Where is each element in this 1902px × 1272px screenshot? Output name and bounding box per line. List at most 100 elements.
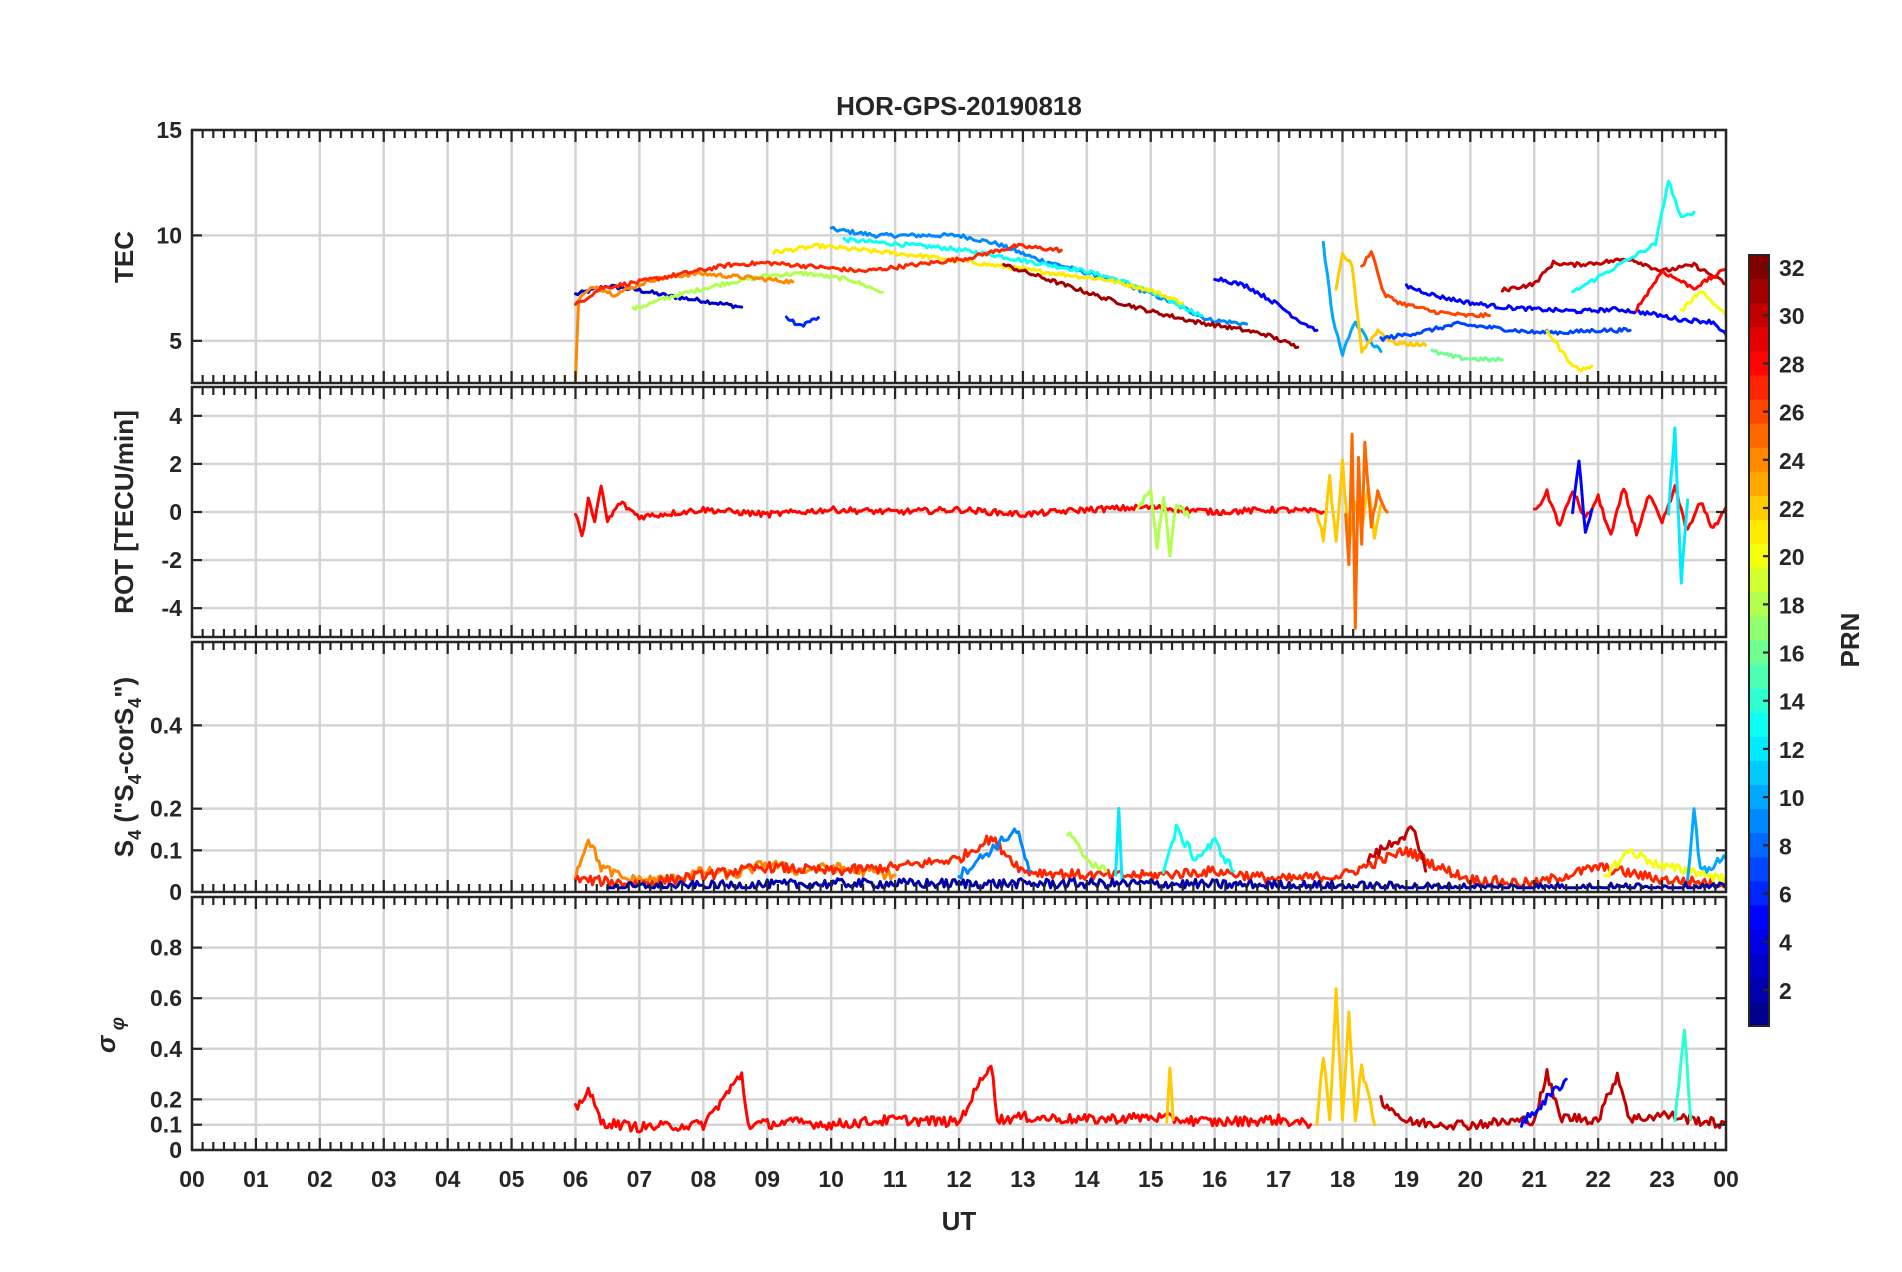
prn-trace <box>1066 831 1108 873</box>
colorbar-band <box>1749 544 1769 570</box>
prn-trace <box>574 1064 1312 1134</box>
colorbar-tick-label: 18 <box>1779 592 1805 618</box>
colorbar-band <box>1749 640 1769 666</box>
y-tick-label: 0.2 <box>150 1086 182 1112</box>
x-tick-label: 03 <box>371 1166 397 1192</box>
prn-trace <box>1344 432 1389 630</box>
prn-trace <box>1667 426 1690 585</box>
panel-rot-grid: -4 -2 0 2 4 <box>162 387 1726 637</box>
x-tick-label: 14 <box>1074 1166 1100 1192</box>
prn-trace <box>1379 320 1632 342</box>
panel-sigma-phi-grid: 00.10.2 0.4 0.6 0.8 <box>150 897 1726 1163</box>
prn-trace <box>1379 1068 1726 1131</box>
prn-trace <box>1334 252 1428 354</box>
colorbar-band <box>1749 857 1769 883</box>
prn-trace <box>1520 1077 1568 1128</box>
x-tick-label: 02 <box>307 1166 333 1192</box>
prn-trace <box>574 484 1325 538</box>
prn-trace <box>1114 807 1124 881</box>
colorbar-band <box>1749 495 1769 521</box>
colorbar-band <box>1749 905 1769 931</box>
panel-rot-frame <box>190 385 1728 639</box>
x-tick-label: 11 <box>883 1166 908 1192</box>
panel-tec-frame <box>190 128 1728 385</box>
y-tick-label: 0.1 <box>150 1112 182 1138</box>
x-tick-label: 09 <box>754 1166 780 1192</box>
colorbar-band <box>1749 399 1769 425</box>
y-tick-label: -2 <box>162 547 182 573</box>
prn-trace <box>1315 987 1376 1127</box>
prn-trace <box>574 270 795 381</box>
panel-rot-traces <box>574 426 1726 630</box>
prn-trace <box>1532 484 1726 537</box>
y-tick-label: 0.4 <box>150 712 182 738</box>
x-tick-label: 05 <box>499 1166 525 1192</box>
prn-trace <box>1635 267 1726 313</box>
colorbar-tick-label: 14 <box>1779 689 1805 715</box>
colorbar-band <box>1749 375 1769 401</box>
colorbar-band <box>1749 760 1769 786</box>
y-tick-label: 0.2 <box>150 796 182 822</box>
s4-y-axis-label: S4 ("S4-corS4") <box>109 677 145 857</box>
y-tick-label: 0.1 <box>150 837 182 863</box>
colorbar-band <box>1749 592 1769 618</box>
prn-trace <box>1360 250 1491 319</box>
y-tick-label: 0.4 <box>150 1036 182 1062</box>
colorbar-tick-label: 20 <box>1779 544 1805 570</box>
panel-s4-frame <box>190 640 1728 894</box>
x-tick-label: 19 <box>1394 1166 1420 1192</box>
colorbar-band <box>1749 255 1769 280</box>
colorbar-band <box>1749 1001 1769 1027</box>
colorbar-band <box>1749 327 1769 353</box>
x-tick-label: 17 <box>1266 1166 1292 1192</box>
colorbar-tick-label: 10 <box>1779 785 1805 811</box>
x-axis-tick-labels: 00 01 02 03 04 05 06 07 08 09 10 11 12 13 14 15 16 17 18 19… <box>179 1166 1739 1192</box>
prn-trace <box>784 315 820 328</box>
prn-trace <box>1321 240 1383 357</box>
prn-trace <box>1500 257 1726 293</box>
colorbar-tick-label: 6 <box>1779 881 1792 907</box>
y-tick-label: 10 <box>156 222 182 248</box>
colorbar-band <box>1749 616 1769 642</box>
colorbar-band <box>1749 520 1769 545</box>
colorbar-band <box>1749 736 1769 762</box>
colorbar-tick-label: 26 <box>1779 400 1805 426</box>
y-tick-label: 4 <box>169 403 182 429</box>
rot-y-axis-label: ROT [TECU/min] <box>109 410 139 614</box>
colorbar-band <box>1749 279 1769 304</box>
colorbar-tick-label: 8 <box>1779 833 1792 859</box>
prn-trace <box>1679 290 1726 317</box>
x-tick-label: 00 <box>1713 1166 1739 1192</box>
colorbar-gradient <box>1748 254 1770 1027</box>
panel-sigma-phi: 00.10.2 0.4 0.6 0.8 σ φ <box>91 895 1728 1163</box>
prn-trace <box>1162 823 1236 874</box>
colorbar-band <box>1749 423 1769 449</box>
y-tick-label: 0 <box>169 1137 182 1163</box>
colorbar-tick-label: 12 <box>1779 737 1805 763</box>
panel-sigma-phi-frame <box>190 895 1728 1152</box>
y-tick-label: 0 <box>169 879 182 905</box>
colorbar-tick-label: 4 <box>1779 930 1792 956</box>
colorbar-tick-label: 30 <box>1779 303 1805 329</box>
x-tick-label: 16 <box>1202 1166 1228 1192</box>
colorbar-label: PRN <box>1835 613 1865 668</box>
colorbar-tick-label: 16 <box>1779 641 1805 667</box>
x-tick-label: 22 <box>1585 1166 1611 1192</box>
colorbar-band <box>1749 833 1769 859</box>
prn-trace <box>1603 848 1726 885</box>
x-tick-label: 21 <box>1521 1166 1547 1192</box>
y-tick-label: 15 <box>156 117 182 143</box>
x-tick-label: 18 <box>1330 1166 1356 1192</box>
panel-tec: 5 10 15 TEC <box>109 117 1728 385</box>
panel-tec-traces <box>574 179 1726 381</box>
prn-trace <box>1673 1028 1693 1123</box>
prn-trace <box>1213 276 1319 333</box>
colorbar-band <box>1749 809 1769 835</box>
x-tick-label: 06 <box>563 1166 589 1192</box>
colorbar-band <box>1749 688 1769 714</box>
prn-trace <box>1002 263 1300 350</box>
x-tick-label: 04 <box>435 1166 461 1192</box>
colorbar-tick-label: 22 <box>1779 496 1805 522</box>
